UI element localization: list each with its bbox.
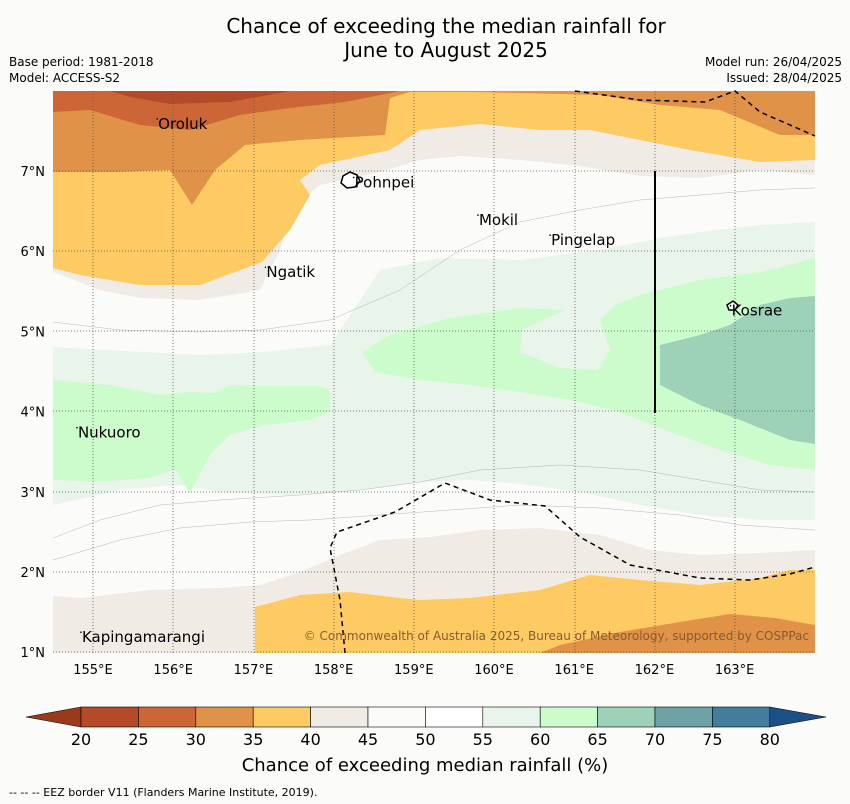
title-line-1: Chance of exceeding the median rainfall …	[226, 14, 666, 38]
map-title: Chance of exceeding the median rainfall …	[0, 14, 850, 62]
colorbar-tick-label: 70	[645, 730, 665, 749]
band-30-35-south	[540, 614, 815, 653]
colorbar-tick-label: 35	[243, 730, 263, 749]
model-run: Model run: 26/04/2025	[704, 55, 842, 69]
lat-tick-label: 5°N	[21, 325, 46, 340]
colorbar-tick-label: 40	[300, 730, 320, 749]
title-line-2: June to August 2025	[344, 38, 548, 62]
colorbar-swatch	[138, 706, 197, 728]
lat-tick-label: 1°N	[21, 646, 46, 661]
copyright-text: © Commonwealth of Australia 2025, Bureau…	[304, 629, 809, 643]
place-label: Pingelap	[551, 231, 615, 249]
place-marker	[477, 214, 479, 216]
colorbar-tick-label: 20	[71, 730, 91, 749]
lon-tick-label: 155°E	[73, 663, 113, 678]
place-marker	[80, 631, 82, 633]
lat-tick-label: 6°N	[21, 245, 46, 260]
colorbar-tick-label: 50	[415, 730, 435, 749]
place-marker	[76, 426, 78, 429]
lon-label-group: 155°E 156°E 157°E 158°E 159°E 160°E 161°E 162°E…	[73, 663, 754, 678]
colorbar-tick-label: 80	[760, 730, 780, 749]
lon-tick-label: 163°E	[715, 663, 755, 678]
lon-tick-label: 156°E	[153, 663, 193, 678]
band-60-65-west	[53, 380, 330, 493]
lon-tick-label: 160°E	[474, 663, 514, 678]
run-info: Model run: 26/04/2025 Issued: 28/04/2025	[705, 54, 842, 86]
colorbar-tick-label: 55	[473, 730, 493, 749]
band-25-30-north	[53, 91, 400, 130]
place-label: Kosrae	[732, 302, 783, 320]
colorbar-tick-label: 65	[587, 730, 607, 749]
place-marker	[729, 304, 732, 307]
colorbar-tick-label: 45	[358, 730, 378, 749]
place-marker	[549, 234, 551, 236]
place-label: Kapingamarangi	[82, 628, 205, 646]
lon-tick-label: 159°E	[394, 663, 434, 678]
place-marker	[352, 176, 355, 179]
eez-border	[329, 90, 816, 654]
colorbar-swatch	[597, 706, 656, 728]
place-label: Mokil	[479, 211, 518, 229]
eez-footnote: -- -- -- EEZ border V11 (Flanders Marine…	[9, 786, 318, 799]
model-info: Base period: 1981-2018 Model: ACCESS-S2	[9, 54, 154, 86]
colorbar-tick-label: 30	[186, 730, 206, 749]
issued-date: Issued: 28/04/2025	[726, 71, 842, 85]
place-marker	[156, 118, 158, 120]
model-name: Model: ACCESS-S2	[9, 71, 121, 85]
colorbar-swatch	[310, 706, 369, 728]
colorbar-swatch	[367, 706, 426, 728]
colorbar-swatch	[252, 706, 311, 728]
place-marker	[264, 266, 267, 269]
colorbar: 20 25 30 35 40 45 50 55 60 65 70 75 80	[25, 706, 827, 749]
lon-tick-label: 157°E	[234, 663, 274, 678]
band-60-65	[362, 258, 815, 470]
lat-labels: 7°N 6°N 5°N 4°N 3°N 2°N 1°N	[21, 165, 46, 661]
colorbar-under-arrow	[25, 706, 82, 728]
colorbar-swatch	[654, 706, 713, 728]
colorbar-swatch	[425, 706, 484, 728]
colorbar-swatch	[712, 706, 771, 728]
colorbar-tick-label: 75	[702, 730, 722, 749]
colorbar-over-arrow	[769, 706, 827, 728]
band-20-25-north	[110, 91, 290, 104]
colorbar-tick-label: 60	[530, 730, 550, 749]
lat-tick-label: 4°N	[21, 406, 46, 421]
islands	[340, 171, 739, 311]
lon-tick-label: 158°E	[314, 663, 354, 678]
colorbar-tick-label: 25	[128, 730, 148, 749]
colorbar-swatch	[539, 706, 598, 728]
place-labels: Oroluk Pohnpei Mokil Pingelap Ngatik Kosrae Nu…	[76, 115, 782, 646]
place-label: Pohnpei	[355, 173, 415, 191]
colorbar-swatch	[482, 706, 541, 728]
lat-tick-label: 2°N	[21, 566, 46, 581]
colorbar-label: Chance of exceeding median rainfall (%)	[241, 755, 609, 776]
place-label: Nukuoro	[78, 424, 141, 442]
lat-tick-label: 7°N	[21, 165, 46, 180]
base-period: Base period: 1981-2018	[9, 55, 154, 69]
lat-tick-label: 3°N	[21, 486, 46, 501]
colorbar-swatch	[80, 706, 139, 728]
band-30-35-north	[53, 91, 815, 205]
place-label: Oroluk	[158, 115, 207, 133]
place-label: Ngatik	[266, 263, 315, 281]
rainfall-contours	[53, 91, 815, 653]
lon-tick-label: 161°E	[554, 663, 594, 678]
colorbar-swatch	[195, 706, 254, 728]
contour-lines	[53, 187, 815, 561]
band-65-70	[660, 296, 815, 444]
lon-tick-label: 162°E	[635, 663, 675, 678]
